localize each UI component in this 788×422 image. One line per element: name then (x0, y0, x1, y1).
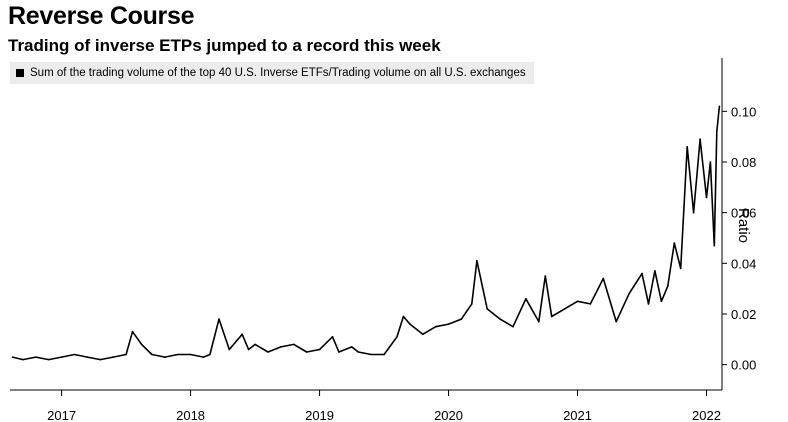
data-point (176, 353, 179, 356)
data-point (254, 343, 256, 346)
y-tick-label: 0.04 (731, 256, 756, 271)
data-point (209, 353, 211, 356)
data-point (338, 351, 340, 353)
data-point (409, 323, 411, 325)
legend: Sum of the trading volume of the top 40 … (10, 62, 534, 84)
data-point (218, 318, 220, 320)
legend-label: Sum of the trading volume of the top 40 … (30, 67, 526, 79)
data-point (241, 333, 243, 336)
data-point (402, 315, 405, 318)
data-point (151, 353, 153, 356)
data-point (99, 358, 102, 361)
data-point (267, 351, 269, 353)
data-point (550, 315, 553, 318)
y-tick-label: 0.06 (731, 206, 756, 221)
data-point (60, 356, 63, 358)
data-point (476, 260, 478, 262)
data-point (486, 308, 489, 310)
y-tick-label: 0.00 (731, 358, 756, 373)
data-point (602, 277, 605, 280)
data-point (22, 358, 24, 361)
data-point (86, 356, 89, 358)
data-point (125, 353, 127, 356)
y-tick-label: 0.02 (731, 307, 756, 322)
data-point (140, 343, 143, 346)
data-point (705, 196, 708, 199)
data-point (35, 356, 37, 358)
data-point (11, 356, 14, 358)
data-point (164, 356, 166, 358)
data-point (499, 318, 501, 320)
data-point (686, 146, 688, 148)
data-point (647, 303, 650, 305)
data-point (447, 323, 450, 325)
y-tick-label: 0.08 (731, 155, 756, 170)
data-point (716, 130, 718, 133)
data-point (628, 292, 630, 295)
y-tick-label: 0.10 (731, 104, 756, 119)
x-tick-label: 2019 (305, 408, 334, 422)
data-point (699, 138, 701, 140)
data-point (512, 325, 514, 328)
x-tick-label: 2021 (563, 408, 592, 422)
data-point (679, 267, 682, 270)
data-point (615, 320, 617, 323)
data-point (247, 348, 250, 351)
data-point (73, 353, 76, 356)
data-point (112, 356, 114, 358)
data-point (383, 353, 385, 356)
chart-title: Reverse Course (8, 2, 195, 30)
legend-swatch (16, 69, 24, 77)
data-point (718, 105, 721, 108)
data-point (131, 330, 134, 333)
data-point (654, 270, 656, 272)
data-point (460, 318, 463, 320)
x-tick-label: 2020 (434, 408, 463, 422)
data-point (331, 336, 334, 338)
data-point (538, 320, 540, 323)
data-point (660, 300, 663, 303)
data-point (563, 308, 566, 310)
data-point (434, 325, 437, 328)
x-tick-label: 2017 (47, 408, 76, 422)
data-point (673, 242, 676, 244)
data-point (713, 244, 716, 247)
data-point (293, 343, 295, 346)
data-point (544, 275, 547, 277)
data-point (357, 351, 360, 353)
chart-subtitle: Trading of inverse ETPs jumped to a reco… (8, 36, 441, 55)
y-axis-label: Ratio (735, 208, 752, 244)
x-tick-label: 2018 (176, 408, 205, 422)
data-point (351, 346, 353, 348)
data-point (709, 161, 712, 163)
data-point (692, 211, 695, 214)
series-line (12, 106, 721, 361)
data-point (228, 348, 231, 351)
data-point (202, 356, 205, 358)
data-point (318, 348, 321, 351)
data-point (47, 358, 50, 361)
data-point (396, 336, 398, 338)
data-point (422, 333, 424, 336)
data-point (305, 351, 308, 353)
data-point (576, 300, 579, 303)
data-point (667, 285, 669, 287)
data-point (641, 272, 643, 275)
data-point (471, 303, 473, 305)
data-point (370, 353, 373, 356)
data-point (525, 298, 527, 300)
data-point (589, 303, 592, 305)
x-tick-label: 2022 (692, 408, 721, 422)
data-point (189, 353, 192, 356)
data-point (280, 346, 282, 348)
